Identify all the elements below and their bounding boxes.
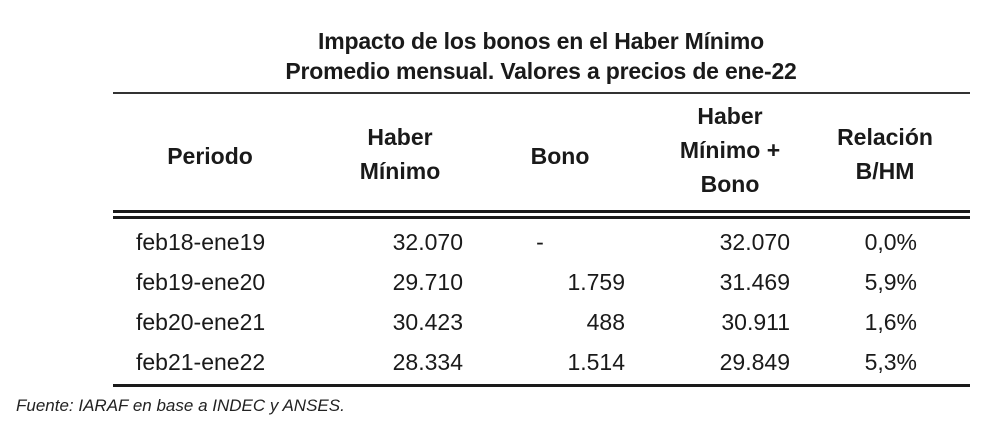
cell-bono: - [536,229,544,255]
cell-haber-minimo: 30.423 [392,309,463,335]
header-haber-minimo: Haber Mínimo [359,124,441,184]
cell-periodo: feb19-ene20 [136,269,266,295]
cell-periodo: feb21-ene22 [136,349,266,375]
cell-haber-minimo: 28.334 [392,349,463,375]
cell-relacion: 0,0% [864,229,917,255]
header-bono: Bono [530,143,590,169]
source-footnote: Fuente: IARAF en base a INDEC y ANSES. [16,396,345,415]
cell-haber-minimo-bono: 31.469 [719,269,790,295]
cell-haber-minimo: 29.710 [392,269,463,295]
header-periodo: Periodo [167,143,253,169]
cell-bono: 488 [586,309,625,335]
header-relacion: Relación B/HM [837,124,933,184]
cell-bono: 1.514 [567,349,625,375]
table-title-line-2: Promedio mensual. Valores a precios de e… [285,58,797,84]
cell-relacion: 5,3% [864,349,917,375]
table-title-line-1: Impacto de los bonos en el Haber Mínimo [318,28,764,54]
header-rule-2 [113,216,970,219]
cell-bono: 1.759 [567,269,625,295]
cell-haber-minimo-bono: 29.849 [719,349,790,375]
cell-periodo: feb18-ene19 [136,229,266,255]
bottom-rule [113,384,970,387]
cell-haber-minimo-bono: 30.911 [721,309,790,335]
cell-haber-minimo: 32.070 [392,229,463,255]
cell-haber-minimo-bono: 32.070 [719,229,790,255]
cell-periodo: feb20-ene21 [136,309,266,335]
cell-relacion: 5,9% [864,269,917,295]
header-rule-1 [113,210,970,213]
top-rule [113,92,970,94]
cell-relacion: 1,6% [864,309,917,335]
header-haber-minimo-bono: Haber Mínimo + Bono [679,103,781,197]
